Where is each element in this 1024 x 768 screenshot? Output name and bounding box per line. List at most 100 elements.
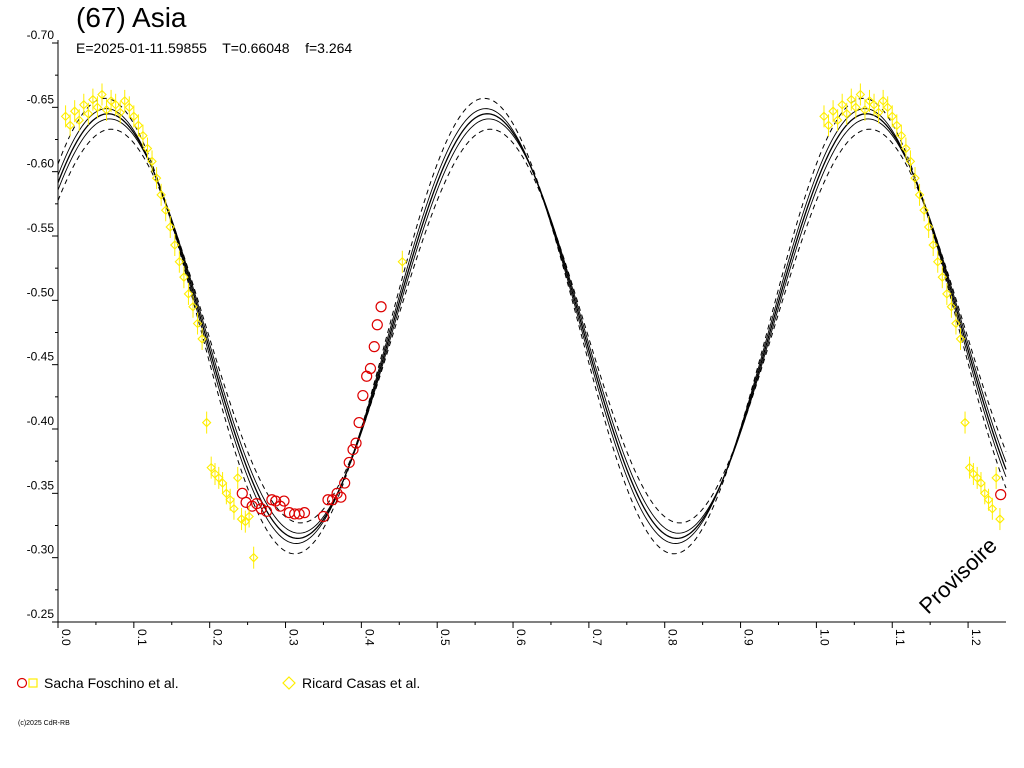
data-point-diamond	[987, 503, 998, 514]
data-point-circle	[364, 362, 377, 375]
data-point-diamond	[183, 289, 194, 299]
data-point-diamond	[147, 156, 157, 167]
data-point-circle	[260, 505, 273, 517]
chart-subtitle: E=2025-01-11.59855 T=0.66048 f=3.264	[76, 40, 353, 56]
data-point-circle	[357, 389, 369, 402]
data-point-diamond	[901, 143, 911, 154]
data-point-diamond	[192, 318, 203, 329]
data-point-diamond	[115, 107, 125, 118]
data-point-diamond	[74, 115, 85, 125]
fit-envelope-upper	[57, 97, 1007, 555]
data-point-diamond	[964, 462, 975, 473]
data-point-diamond	[156, 190, 166, 200]
data-point-diamond	[991, 473, 1001, 483]
data-point-diamond	[841, 108, 852, 119]
data-point-diamond	[217, 478, 228, 488]
axes: -0.70 -0.65 -0.60 -0.55 -0.50 -0.45 -0.40 -0.35…	[27, 28, 1006, 646]
y-tick-label: -0.70	[27, 28, 55, 42]
x-tick-label: 1.0	[817, 629, 831, 646]
data-point-diamond	[221, 488, 232, 499]
data-point-diamond	[236, 514, 247, 524]
data-point-diamond	[972, 473, 982, 483]
legend-diamond-icon	[282, 676, 296, 690]
data-point-diamond	[119, 96, 130, 106]
data-point-diamond	[892, 120, 902, 131]
data-point-diamond	[225, 494, 235, 505]
data-point-diamond	[248, 552, 259, 563]
x-tick-label: 1.2	[969, 629, 983, 646]
data-point-circle	[335, 491, 347, 503]
data-point-diamond	[828, 106, 838, 116]
data-point-diamond	[214, 473, 224, 483]
data-point-circle	[331, 487, 343, 499]
data-point-diamond	[823, 120, 834, 131]
data-point-diamond	[160, 205, 171, 216]
legend-circle-square-icon	[16, 677, 38, 689]
legend-item-ricard: Ricard Casas et al.	[282, 675, 420, 691]
data-point-diamond	[174, 256, 185, 267]
x-tick-label: 0.7	[590, 629, 604, 646]
watermark-text: Provisoire	[914, 533, 1002, 619]
data-point-circle	[343, 456, 355, 469]
data-point-circle	[317, 510, 330, 523]
data-point-diamond	[846, 94, 857, 105]
data-point-diamond	[101, 105, 112, 115]
data-point-diamond	[887, 111, 898, 122]
data-point-circle	[240, 496, 252, 508]
lightcurve-chart: -0.70 -0.65 -0.60 -0.55 -0.50 -0.45 -0.40 -0.35…	[27, 28, 1007, 646]
data-point-circle	[368, 341, 380, 353]
y-tick-label: -0.25	[27, 607, 55, 621]
y-tick-label: -0.50	[27, 285, 55, 299]
data-point-diamond	[979, 488, 990, 499]
data-point-diamond	[65, 120, 75, 131]
data-point-diamond	[951, 318, 961, 329]
data-point-circle	[353, 416, 365, 429]
data-point-diamond	[923, 222, 934, 232]
x-tick-label: 0.9	[742, 629, 756, 646]
x-tick-label: 0.3	[287, 629, 301, 646]
data-point-diamond	[955, 334, 966, 344]
data-point-diamond	[946, 301, 957, 312]
data-point-diamond	[932, 256, 943, 267]
data-point-diamond	[837, 99, 847, 110]
data-point-diamond	[69, 106, 80, 116]
y-tick-label: -0.30	[27, 543, 55, 557]
data-point-circle	[347, 443, 359, 456]
fit-envelope-lower	[57, 128, 1007, 524]
y-tick-label: -0.55	[27, 221, 55, 235]
x-tick-label: 0.2	[211, 629, 225, 646]
legend-label-sacha: Sacha Foschino et al.	[44, 675, 179, 691]
y-tick-label: -0.35	[27, 478, 55, 492]
data-point-diamond	[896, 130, 907, 141]
data-point-diamond	[124, 102, 135, 113]
data-point-circle	[375, 301, 387, 313]
data-point-circle	[339, 477, 351, 489]
data-point-circle	[995, 489, 1007, 501]
data-points	[60, 83, 1007, 569]
data-point-diamond	[860, 105, 870, 115]
data-point-diamond	[197, 334, 207, 344]
fit-curves	[57, 97, 1007, 555]
data-point-diamond	[910, 173, 920, 183]
data-point-circle	[293, 508, 305, 520]
data-point-diamond	[232, 473, 243, 483]
data-point-diamond	[83, 108, 94, 119]
data-point-circle	[322, 494, 334, 506]
fit-curve-inner-lower	[57, 118, 1007, 534]
data-point-diamond	[170, 240, 180, 250]
data-point-diamond	[60, 111, 71, 122]
data-point-diamond	[878, 96, 888, 106]
data-point-diamond	[960, 417, 970, 428]
data-point-diamond	[92, 102, 103, 113]
data-point-diamond	[832, 115, 843, 125]
data-point-diamond	[905, 156, 916, 167]
data-point-diamond	[995, 514, 1005, 524]
data-point-diamond	[937, 272, 948, 282]
data-point-diamond	[229, 503, 239, 514]
data-point-diamond	[244, 511, 254, 522]
data-point-circle	[298, 507, 311, 519]
y-tick-label: -0.60	[27, 157, 55, 171]
data-point-diamond	[142, 143, 153, 154]
data-point-diamond	[873, 107, 884, 118]
data-point-diamond	[914, 190, 925, 200]
